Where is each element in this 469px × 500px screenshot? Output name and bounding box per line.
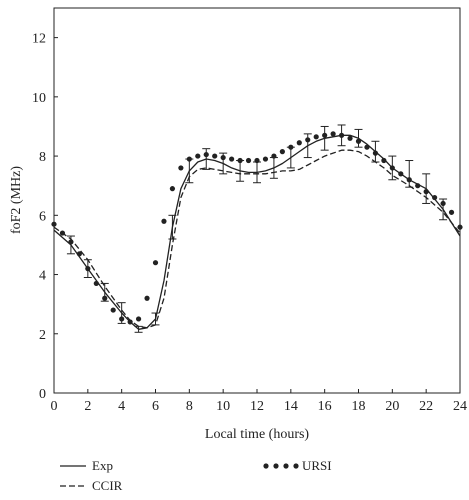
y-tick-label: 4 xyxy=(39,269,46,284)
legend-dot xyxy=(283,463,289,469)
legend-label-exp: Exp xyxy=(92,458,113,473)
series-point-ursi xyxy=(448,209,455,215)
series-point-ursi xyxy=(398,171,404,177)
y-tick-label: 8 xyxy=(39,150,46,165)
x-tick-label: 10 xyxy=(216,399,230,414)
series-point-ursi xyxy=(110,307,116,313)
series-point-ursi xyxy=(212,153,218,159)
series-point-ursi xyxy=(178,165,184,171)
series-point-ursi xyxy=(59,230,66,236)
x-tick-label: 4 xyxy=(118,399,125,414)
y-axis-ticks: 0 2 4 6 8 10 12 xyxy=(32,32,58,402)
series-point-ursi xyxy=(229,156,235,162)
y-axis-label: foF2 (MHz) xyxy=(9,166,24,234)
series-point-ursi xyxy=(152,260,159,266)
series-point-ursi xyxy=(245,157,252,164)
x-tick-label: 24 xyxy=(453,399,467,414)
series-point-ursi xyxy=(415,183,421,189)
legend-dot xyxy=(293,463,299,469)
series-point-ursi xyxy=(93,280,99,287)
series-point-ursi xyxy=(330,131,336,137)
series-point-ursi xyxy=(76,251,82,257)
y-tick-label: 12 xyxy=(32,32,46,47)
x-tick-label: 0 xyxy=(51,399,58,414)
x-tick-label: 6 xyxy=(152,399,159,414)
legend-label-ccir: CCIR xyxy=(92,478,123,493)
x-tick-label: 16 xyxy=(318,399,332,414)
series-point-ursi xyxy=(195,153,201,159)
series-point-ursi xyxy=(347,135,353,141)
legend-dot xyxy=(273,463,279,469)
series-point-ursi xyxy=(144,295,150,301)
x-tick-label: 14 xyxy=(284,399,298,414)
series-point-ursi xyxy=(51,221,57,227)
series-point-ursi xyxy=(279,149,285,155)
legend-label-ursi: URSI xyxy=(302,458,332,473)
x-tick-label: 2 xyxy=(84,399,91,414)
x-axis-ticks: 0 2 4 6 8 10 12 14 16 18 20 22 24 xyxy=(51,389,467,414)
series-point-ursi xyxy=(432,194,438,201)
legend-dot xyxy=(263,463,269,469)
x-axis-label: Local time (hours) xyxy=(205,427,310,442)
series-point-ursi xyxy=(381,157,387,164)
y-tick-label: 6 xyxy=(39,209,46,224)
series-point-ursi xyxy=(457,224,463,230)
x-tick-label: 8 xyxy=(186,399,193,414)
x-tick-label: 20 xyxy=(385,399,399,414)
series-point-ursi xyxy=(161,218,167,224)
series-point-ursi xyxy=(364,144,370,150)
x-tick-label: 18 xyxy=(352,399,366,414)
legend-swatch-ursi xyxy=(263,463,299,469)
legend: Exp CCIR URSI xyxy=(60,458,332,493)
error-bars xyxy=(66,124,448,333)
series-point-ursi xyxy=(296,140,302,146)
x-tick-label: 22 xyxy=(419,399,433,414)
y-tick-label: 0 xyxy=(39,387,46,402)
series-point-ursi xyxy=(127,319,133,325)
series-point-ursi xyxy=(135,316,142,322)
series-layer xyxy=(51,131,463,330)
y-tick-label: 10 xyxy=(32,91,46,106)
series-point-ursi xyxy=(169,186,176,192)
plot-frame xyxy=(53,7,461,394)
x-tick-label: 12 xyxy=(250,399,264,414)
y-tick-label: 2 xyxy=(39,328,46,343)
series-point-ursi xyxy=(262,156,269,162)
series-point-ursi xyxy=(313,134,319,140)
